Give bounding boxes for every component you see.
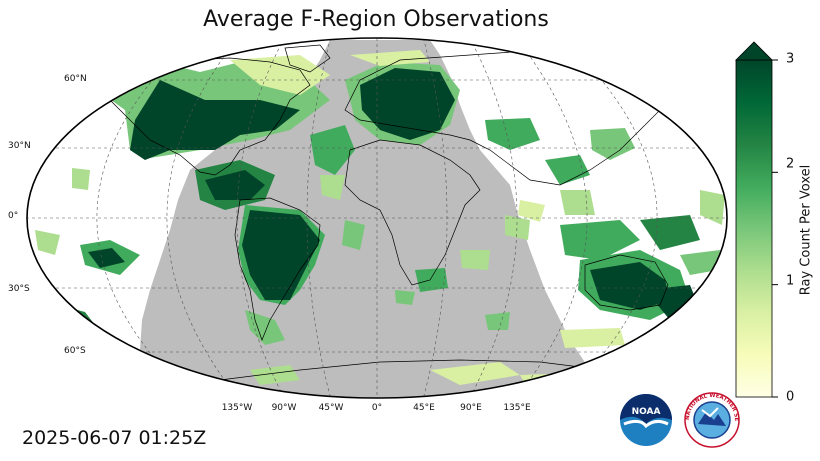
colorbar-tick-3: 3 bbox=[786, 51, 795, 67]
noaa-logo-text: NOAA bbox=[632, 407, 661, 417]
colorbar-tick-marks bbox=[772, 59, 778, 398]
lon-label-90w: 90°W bbox=[271, 403, 297, 413]
colorbar-label: Ray Count Per Voxel bbox=[798, 164, 814, 296]
obs-patch bbox=[350, 50, 430, 66]
colorbar-tick-2: 2 bbox=[786, 156, 795, 172]
meridian-line bbox=[562, 38, 658, 398]
coastline-greenland bbox=[284, 44, 331, 73]
meridian-line bbox=[236, 38, 285, 398]
lat-label-30s: 30°S bbox=[8, 284, 30, 294]
meridian-line bbox=[469, 38, 518, 398]
obs-patch bbox=[485, 118, 540, 150]
lat-label-30n: 30°N bbox=[8, 141, 31, 151]
obs-patch bbox=[342, 220, 365, 250]
obs-patch bbox=[415, 268, 448, 292]
obs-patch bbox=[35, 230, 60, 255]
lat-label-60n: 60°N bbox=[64, 74, 87, 84]
coastline-africa bbox=[344, 139, 481, 286]
timestamp: 2025-06-07 01:25Z bbox=[22, 427, 207, 449]
obs-patch bbox=[680, 250, 720, 275]
lon-label-45w: 45°W bbox=[318, 403, 344, 413]
obs-patch bbox=[205, 170, 265, 200]
obs-patch bbox=[230, 55, 330, 95]
obs-patch bbox=[360, 68, 455, 140]
coastline-north-america bbox=[99, 57, 311, 176]
coastline-eurasia bbox=[344, 49, 691, 186]
colorbar-tick-0: 0 bbox=[786, 389, 795, 405]
chart-title: Average F-Region Observations bbox=[203, 7, 549, 32]
obs-patch bbox=[700, 190, 725, 225]
obs-patch bbox=[88, 248, 125, 268]
obs-patch bbox=[590, 128, 635, 160]
obs-patch bbox=[395, 290, 415, 305]
obs-patch bbox=[242, 210, 320, 300]
globe-content bbox=[27, 38, 727, 398]
meridian-line bbox=[96, 38, 192, 398]
lat-label-60s: 60°S bbox=[64, 346, 86, 356]
meridian-line bbox=[423, 38, 448, 398]
lon-label-45e: 45°E bbox=[413, 403, 435, 413]
noaa-logo: NOAA bbox=[620, 394, 672, 446]
lon-label-0: 0° bbox=[371, 403, 383, 413]
obs-patch bbox=[250, 365, 300, 385]
obs-patch bbox=[560, 328, 625, 348]
obs-patch bbox=[545, 155, 590, 185]
colorbar-extend-arrow bbox=[735, 41, 773, 61]
lon-label-90e: 90°E bbox=[460, 403, 482, 413]
obs-patch bbox=[560, 220, 640, 260]
obs-patch bbox=[310, 125, 355, 175]
obs-patch bbox=[320, 175, 345, 200]
obs-patch bbox=[430, 362, 520, 385]
colorbar-gradient bbox=[735, 59, 773, 398]
coastline-australia bbox=[584, 254, 669, 311]
coastline-south-america bbox=[234, 197, 321, 341]
obs-patch bbox=[150, 372, 205, 388]
obs-patch bbox=[560, 190, 595, 215]
obs-patch bbox=[505, 215, 530, 240]
nws-logo: NATIONAL WEATHER SERVICE bbox=[684, 392, 740, 448]
obs-patch bbox=[460, 250, 490, 270]
obs-patch bbox=[640, 215, 700, 250]
obs-patch bbox=[590, 262, 670, 310]
lon-label-135w: 135°W bbox=[221, 403, 253, 413]
obs-patch bbox=[72, 168, 90, 190]
colorbar bbox=[735, 41, 778, 398]
obs-patch bbox=[520, 372, 610, 392]
lat-label-0: 0° bbox=[8, 211, 19, 221]
map-boundary bbox=[26, 37, 728, 399]
colorbar-tick-1: 1 bbox=[786, 273, 795, 289]
obs-patch bbox=[518, 200, 545, 222]
obs-patch bbox=[485, 312, 510, 330]
meridian-line bbox=[306, 38, 331, 398]
lon-label-135e: 135°E bbox=[503, 403, 531, 413]
